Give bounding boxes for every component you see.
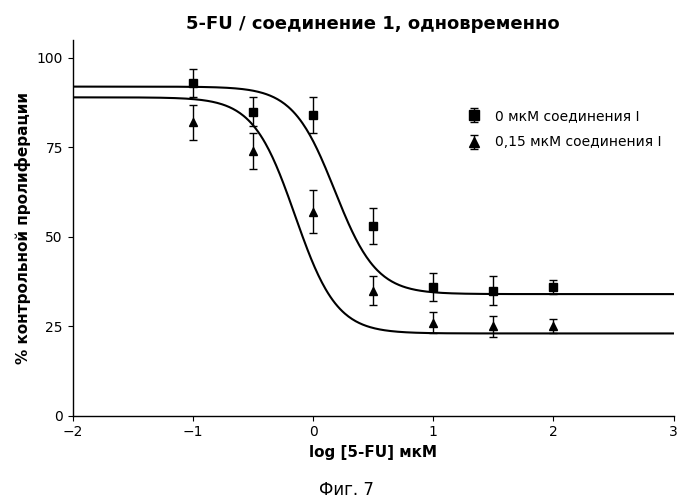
- Title: 5-FU / соединение 1, одновременно: 5-FU / соединение 1, одновременно: [186, 15, 560, 33]
- Legend: 0 мкМ соединения I, 0,15 мкМ соединения I: 0 мкМ соединения I, 0,15 мкМ соединения …: [455, 104, 667, 155]
- Text: Фиг. 7: Фиг. 7: [319, 481, 374, 499]
- Y-axis label: % контрольной пролиферации: % контрольной пролиферации: [15, 92, 31, 364]
- X-axis label: log [5-FU] мкМ: log [5-FU] мкМ: [309, 445, 437, 460]
